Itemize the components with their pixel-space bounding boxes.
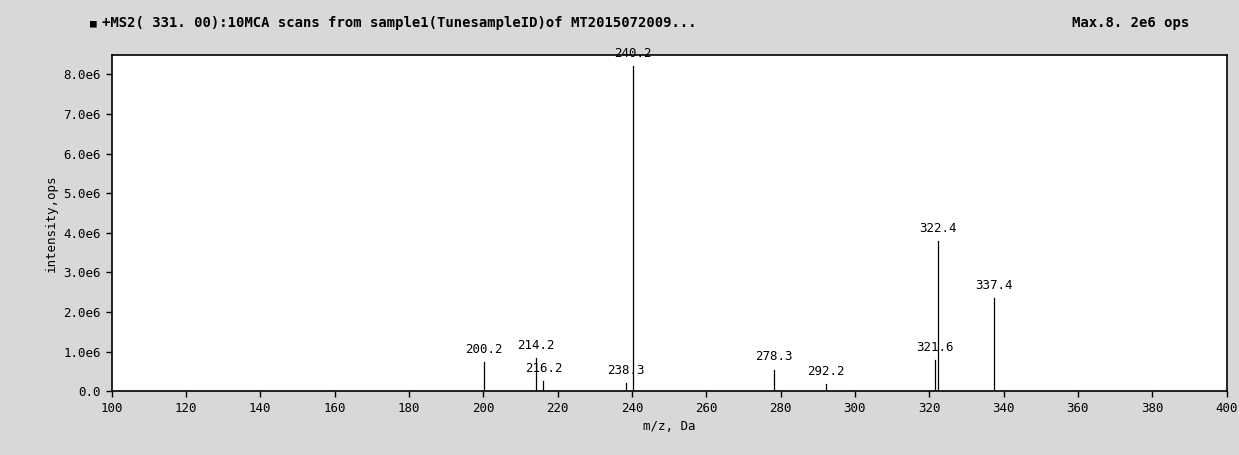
Text: 278.3: 278.3 bbox=[756, 350, 793, 364]
Text: 322.4: 322.4 bbox=[919, 222, 957, 235]
Text: 321.6: 321.6 bbox=[917, 340, 954, 354]
Text: 292.2: 292.2 bbox=[807, 365, 845, 378]
Text: 200.2: 200.2 bbox=[465, 343, 503, 355]
Y-axis label: intensity,ops: intensity,ops bbox=[45, 174, 58, 272]
Text: 240.2: 240.2 bbox=[613, 47, 652, 61]
X-axis label: m/z, Da: m/z, Da bbox=[643, 420, 695, 433]
Text: 337.4: 337.4 bbox=[975, 279, 1012, 292]
Text: 238.3: 238.3 bbox=[607, 364, 644, 377]
Text: 214.2: 214.2 bbox=[517, 339, 555, 352]
Text: Max.8. 2e6 ops: Max.8. 2e6 ops bbox=[1072, 16, 1189, 30]
Text: ■: ■ bbox=[90, 18, 97, 28]
Text: +MS2( 331. 00):10MCA scans from sample1(TunesampleID)of MT2015072009...: +MS2( 331. 00):10MCA scans from sample1(… bbox=[102, 16, 696, 30]
Text: 216.2: 216.2 bbox=[524, 362, 563, 375]
